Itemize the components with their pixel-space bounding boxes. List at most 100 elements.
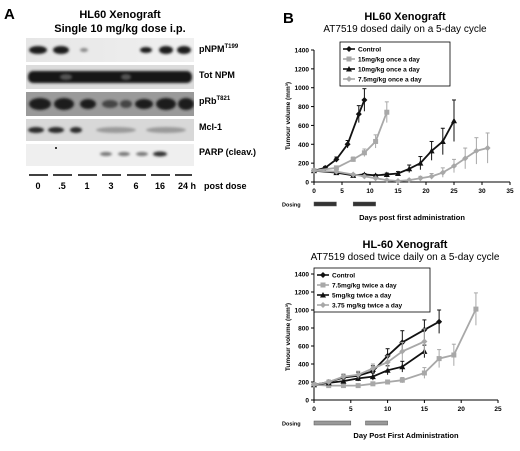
dosing-bar [365, 420, 388, 426]
data-point [451, 162, 457, 169]
data-point [326, 383, 332, 389]
series-line [313, 120, 455, 177]
legend-label: Control [358, 47, 381, 54]
data-point [484, 145, 491, 152]
data-point [372, 172, 379, 178]
panel-a-letter: A [4, 6, 15, 23]
data-point [373, 138, 379, 144]
data-point [325, 379, 332, 385]
data-point [372, 175, 379, 182]
data-point [311, 381, 317, 388]
panel-a-subtitle: Single 10 mg/kg dose i.p. [54, 23, 186, 35]
data-point [333, 168, 340, 175]
blot-label-mcl1: Mcl-1 [199, 122, 222, 132]
x-axis-label: Days post first administration [359, 213, 465, 222]
data-point [406, 165, 413, 172]
data-point [395, 170, 401, 177]
blot-label-prb-text: pRb [199, 96, 217, 106]
series-3 [311, 132, 491, 185]
data-point [370, 381, 376, 387]
series-line [313, 350, 425, 386]
y-tick-label: 0 [305, 398, 309, 405]
y-tick-label: 600 [298, 344, 309, 351]
data-point [421, 370, 427, 376]
dosing-bar [313, 201, 337, 207]
data-point [384, 359, 391, 366]
data-point [383, 177, 390, 184]
data-point [399, 377, 405, 383]
data-point [355, 383, 361, 389]
x-tick-label: 25 [450, 188, 458, 195]
data-point [383, 171, 390, 177]
data-point [369, 373, 376, 380]
series-line [313, 308, 477, 387]
y-tick-label: 1400 [295, 272, 310, 279]
y-tick-label: 400 [298, 362, 309, 369]
series-line [313, 99, 366, 172]
legend: Control 15mg/kg once a day 10mg/kg once a … [339, 41, 451, 87]
legend: Control 7.5mg/kg twice a day 5mg/kg twice … [313, 267, 431, 313]
series-line [313, 111, 388, 172]
x-tick-label: 15 [421, 406, 429, 413]
dosing-bar [313, 420, 352, 426]
timepoint-label: 24 h [177, 181, 196, 191]
data-point [333, 165, 339, 171]
data-point [436, 318, 443, 325]
legend-marker [346, 66, 352, 72]
data-point [340, 378, 347, 384]
data-point [421, 338, 428, 345]
legend-label: 10mg/kg once a day [358, 67, 420, 74]
timepoint-label: 16 [154, 181, 165, 191]
data-point [333, 156, 340, 163]
legend-marker [346, 56, 352, 62]
lane-markers [29, 174, 192, 176]
y-tick-label: 800 [298, 104, 309, 111]
x-tick-label: 10 [366, 188, 374, 195]
blot-label-prb-sup: T821 [216, 96, 231, 102]
series-line [313, 340, 425, 386]
data-point [384, 109, 390, 115]
x-tick-label: 30 [478, 188, 486, 195]
data-point [355, 111, 362, 118]
x-tick-label: 10 [384, 406, 392, 413]
bottom-chart-subtitle: AT7519 dosed twice daily on a 5-day cycl… [310, 252, 500, 263]
data-point [344, 141, 351, 148]
data-point [311, 167, 317, 174]
data-point [385, 379, 391, 385]
y-tick-label: 200 [298, 380, 309, 387]
y-tick-label: 1400 [295, 48, 310, 55]
timepoint-label: .5 [58, 181, 66, 191]
data-point [417, 175, 424, 182]
data-point [473, 306, 479, 312]
post-dose-label: post dose [204, 181, 247, 191]
axes: 0 200 400 600 800 1000 1200 1400 0 5 10 15 20 25 30 35 [295, 48, 514, 196]
top-chart-subtitle: AT7519 dosed daily on a 5-day cycle [323, 24, 487, 35]
x-tick-label: 0 [312, 188, 316, 195]
y-tick-label: 1200 [295, 290, 310, 297]
blot-label-tot-npm: Tot NPM [199, 70, 235, 80]
y-tick-label: 1200 [295, 66, 310, 73]
chart-bottom: 0 200 400 600 800 1000 1200 1400 0 5 10 15 20 25 Tumou… [282, 267, 502, 440]
data-point [355, 371, 362, 378]
data-point [399, 363, 406, 370]
data-point [451, 352, 457, 358]
series-0 [311, 309, 443, 388]
panel-a-title: HL60 Xenograft [79, 9, 161, 21]
data-point [417, 160, 424, 166]
blot-strip-pnpm [26, 38, 194, 62]
data-point [369, 365, 376, 372]
legend-label: 3.75 mg/kg twice a day [332, 303, 402, 310]
y-axis-label: Tumour volume (mm³) [285, 303, 292, 371]
data-point [361, 173, 368, 180]
y-tick-label: 200 [298, 161, 309, 168]
x-tick-label: 20 [458, 406, 466, 413]
x-tick-label: 15 [394, 188, 402, 195]
blot-label-pnpm-text: pNPM [199, 44, 225, 54]
timepoint-label: 6 [133, 181, 139, 191]
series-2 [311, 99, 457, 178]
data-point [436, 356, 442, 362]
x-tick-label: 35 [506, 188, 514, 195]
data-point [428, 173, 435, 180]
legend-label: 5mg/kg twice a day [332, 293, 392, 300]
blot-label-tot-npm-text: Tot NPM [199, 70, 235, 80]
